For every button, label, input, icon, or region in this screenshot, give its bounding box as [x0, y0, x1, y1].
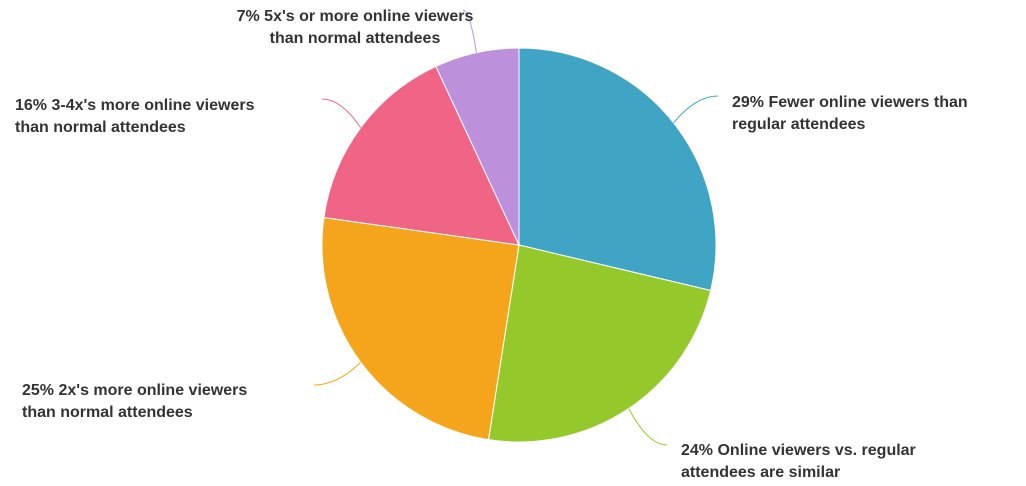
slice-label-line: 24% Online viewers vs. regular: [681, 442, 916, 459]
leader-line-3: [313, 361, 362, 386]
slice-label-2: 24% Online viewers vs. regular attendees …: [681, 442, 916, 481]
leader-line-4: [321, 98, 362, 129]
leader-line-1: [673, 95, 719, 124]
slice-label-line: 7% 5x's or more online viewers: [237, 8, 474, 25]
slice-label-1: 29% Fewer online viewers than regular att…: [732, 94, 968, 133]
slice-label-line: 25% 2x's more online viewers: [22, 382, 247, 399]
slice-label-line: attendees are similar: [681, 464, 840, 481]
slice-label-line: than normal attendees: [270, 30, 441, 47]
slice-label-5: 7% 5x's or more online viewers than norma…: [237, 8, 474, 47]
pie-slice-4: [323, 65, 520, 246]
leader-line-2: [628, 408, 668, 446]
pie-slice-3: [321, 216, 520, 441]
slice-label-3: 25% 2x's more online viewers than normal …: [22, 382, 247, 421]
leader-lines: [313, 9, 719, 446]
pie-slice-1: [518, 47, 717, 292]
leader-line-5: [462, 9, 477, 53]
slice-label-line: than normal attendees: [22, 404, 193, 421]
slice-label-line: 16% 3-4x's more online viewers: [15, 97, 255, 114]
slice-label-4: 16% 3-4x's more online viewers than norma…: [15, 97, 255, 136]
slice-label-line: regular attendees: [732, 116, 865, 133]
slice-label-line: 29% Fewer online viewers than: [732, 94, 968, 111]
pie-slices: [321, 47, 717, 443]
slice-label-line: than normal attendees: [15, 119, 186, 136]
slice-labels: 29% Fewer online viewers than regular att…: [15, 8, 968, 481]
